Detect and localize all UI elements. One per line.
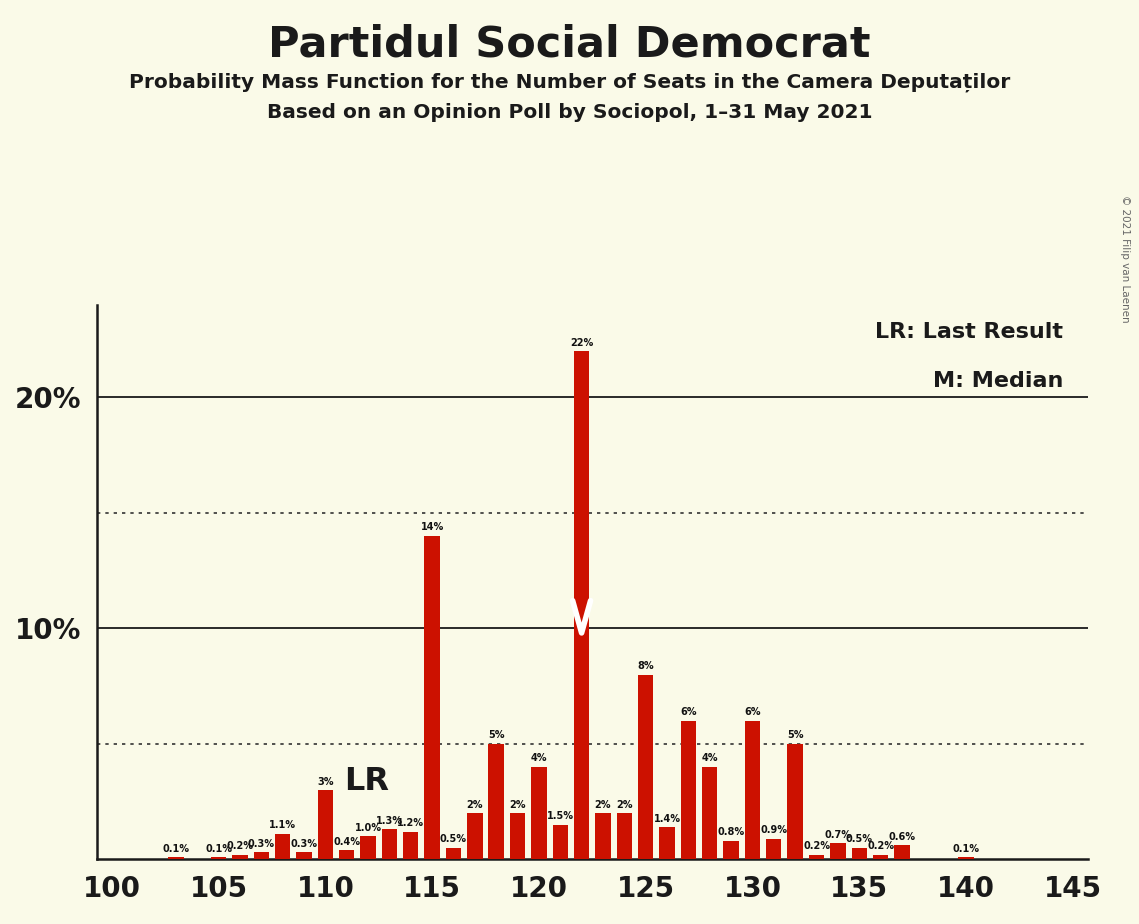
Bar [296,852,312,859]
Text: Based on an Opinion Poll by Sociopol, 1–31 May 2021: Based on an Opinion Poll by Sociopol, 1–… [267,103,872,123]
Bar [616,813,632,859]
Bar [574,351,589,859]
Bar [852,848,867,859]
Bar [211,857,227,859]
Bar [809,855,825,859]
Text: 0.2%: 0.2% [227,841,253,851]
Bar [232,855,247,859]
Bar [830,843,845,859]
Text: 1.1%: 1.1% [269,821,296,831]
Bar [638,675,654,859]
Text: M: Median: M: Median [933,371,1063,392]
Text: 2%: 2% [467,799,483,809]
Bar [745,721,760,859]
Text: 0.3%: 0.3% [290,839,318,849]
Text: LR: Last Result: LR: Last Result [875,322,1063,342]
Text: 1.3%: 1.3% [376,816,403,826]
Text: 5%: 5% [487,730,505,740]
Text: 1.2%: 1.2% [398,818,424,828]
Bar [403,832,418,859]
Bar [169,857,183,859]
Text: 3%: 3% [317,776,334,786]
Bar [339,850,354,859]
Bar [681,721,696,859]
Text: 0.1%: 0.1% [163,844,189,854]
Text: 5%: 5% [787,730,803,740]
Text: 14%: 14% [420,522,444,532]
Text: 0.1%: 0.1% [952,844,980,854]
Text: 0.7%: 0.7% [825,830,851,840]
Bar [274,833,290,859]
Bar [425,536,440,859]
Text: 1.4%: 1.4% [654,813,680,823]
Text: 0.5%: 0.5% [440,834,467,845]
Bar [254,852,269,859]
Text: Partidul Social Democrat: Partidul Social Democrat [269,23,870,65]
Text: 2%: 2% [509,799,526,809]
Text: Probability Mass Function for the Number of Seats in the Camera Deputaților: Probability Mass Function for the Number… [129,72,1010,91]
Text: 0.9%: 0.9% [761,825,787,835]
Text: 0.5%: 0.5% [846,834,872,845]
Bar [767,839,781,859]
Text: 4%: 4% [531,753,547,763]
Bar [552,824,568,859]
Bar [382,830,398,859]
Text: 0.2%: 0.2% [803,841,830,851]
Bar [467,813,483,859]
Bar [489,744,503,859]
Bar [510,813,525,859]
Bar [445,848,461,859]
Text: 0.6%: 0.6% [888,832,916,842]
Bar [702,767,718,859]
Text: 6%: 6% [680,707,697,717]
Text: 6%: 6% [744,707,761,717]
Text: 1.0%: 1.0% [354,822,382,833]
Text: LR: LR [345,766,390,796]
Bar [318,790,333,859]
Text: 0.1%: 0.1% [205,844,232,854]
Text: 0.8%: 0.8% [718,827,745,837]
Text: 8%: 8% [638,661,654,671]
Bar [894,845,910,859]
Bar [723,841,739,859]
Text: 22%: 22% [570,337,593,347]
Bar [787,744,803,859]
Text: 2%: 2% [595,799,612,809]
Bar [531,767,547,859]
Text: 0.3%: 0.3% [248,839,274,849]
Bar [659,827,674,859]
Bar [360,836,376,859]
Bar [872,855,888,859]
Text: 1.5%: 1.5% [547,811,574,821]
Text: 0.4%: 0.4% [334,836,360,846]
Bar [958,857,974,859]
Text: © 2021 Filip van Laenen: © 2021 Filip van Laenen [1121,195,1130,322]
Text: 4%: 4% [702,753,718,763]
Text: 0.2%: 0.2% [867,841,894,851]
Text: 2%: 2% [616,799,632,809]
Bar [596,813,611,859]
